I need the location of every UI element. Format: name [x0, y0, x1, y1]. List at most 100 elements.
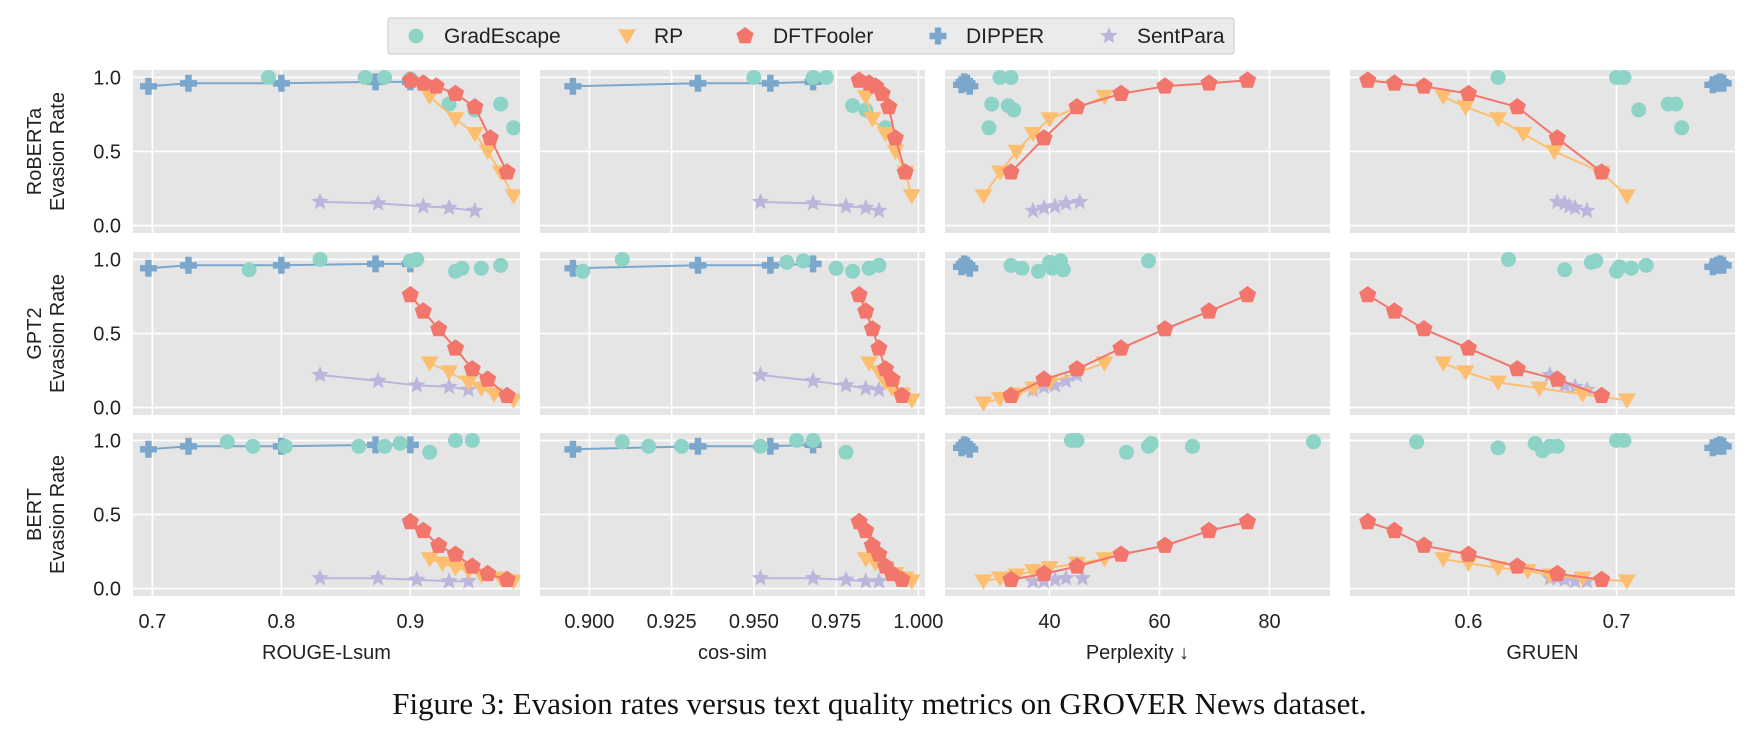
- point-gradescape: [277, 438, 293, 454]
- legend-marker-dftfooler: [736, 27, 754, 44]
- point-rp: [420, 89, 439, 106]
- point-gradescape: [779, 254, 795, 270]
- point-sentpara: [870, 380, 888, 398]
- point-sentpara: [466, 201, 484, 219]
- point-dipper: [180, 437, 197, 455]
- point-dftfooler: [466, 98, 484, 115]
- point-sentpara: [1046, 197, 1064, 214]
- point-gradescape: [392, 435, 408, 451]
- point-dipper: [804, 255, 822, 273]
- point-dftfooler: [1415, 536, 1433, 553]
- point-sentpara: [1035, 198, 1053, 216]
- y-tick-label: 0.5: [93, 142, 121, 164]
- legend-marker-dipper: [929, 27, 947, 45]
- point-dftfooler: [1548, 370, 1566, 387]
- point-dftfooler: [1238, 71, 1257, 88]
- point-gradescape: [795, 253, 811, 269]
- panel-r2-c0: [133, 433, 520, 596]
- point-gradescape: [828, 260, 844, 276]
- x-tick-label: 0.7: [1603, 611, 1631, 633]
- x-axis-label-1: cos-sim: [698, 642, 767, 664]
- point-rp: [1530, 381, 1549, 397]
- point-dipper: [140, 259, 157, 277]
- legend-marker-sentpara: [1100, 27, 1118, 44]
- point-rp: [1434, 552, 1453, 568]
- panel-r0-c3: [1350, 70, 1735, 233]
- point-dipper: [564, 77, 582, 95]
- point-gradescape: [575, 263, 591, 279]
- panel-r1-c3: [1350, 252, 1735, 415]
- point-sentpara: [311, 366, 329, 383]
- point-dipper: [961, 440, 979, 458]
- y-tick-label: 1.0: [93, 249, 121, 271]
- point-dftfooler: [1112, 84, 1130, 101]
- point-dftfooler: [880, 98, 898, 115]
- point-dipper: [367, 436, 384, 454]
- point-gradescape: [1549, 438, 1565, 454]
- point-dftfooler: [1359, 512, 1377, 530]
- point-gradescape: [1557, 262, 1573, 278]
- point-gradescape: [992, 70, 1008, 85]
- point-gradescape: [1638, 257, 1654, 273]
- point-dftfooler: [1548, 564, 1566, 582]
- point-sentpara: [1578, 201, 1596, 219]
- point-rp: [1489, 561, 1508, 577]
- point-dftfooler: [479, 370, 497, 387]
- x-tick-label: 0.8: [267, 611, 295, 633]
- point-sentpara: [311, 569, 329, 586]
- point-dftfooler: [446, 545, 465, 562]
- x-tick-label: 0.925: [647, 611, 697, 633]
- point-dipper: [1714, 437, 1732, 455]
- point-sentpara: [837, 376, 855, 393]
- figure-3-chart: GradEscape RP DFTFooler DIPPER SentPara RoBER…: [24, 17, 1735, 664]
- row-label-ylabel-1: Evasion Rate: [47, 274, 69, 393]
- point-dftfooler: [401, 512, 419, 530]
- point-rp: [465, 127, 484, 143]
- legend-item-dipper: DIPPER: [929, 25, 1044, 48]
- point-rp: [991, 571, 1009, 587]
- point-gradescape: [984, 96, 1000, 112]
- point-dftfooler: [1002, 163, 1020, 180]
- point-gradescape: [981, 120, 997, 136]
- point-sentpara: [1073, 569, 1092, 586]
- point-rp: [1573, 571, 1592, 587]
- point-rp: [886, 144, 905, 161]
- point-dftfooler: [1593, 163, 1611, 180]
- point-dftfooler: [1200, 521, 1218, 539]
- point-gradescape: [506, 120, 520, 136]
- point-rp: [504, 189, 520, 205]
- point-dftfooler: [883, 370, 901, 387]
- point-gradescape: [614, 252, 630, 267]
- point-rp: [1456, 365, 1475, 381]
- panel-r0-c2: [945, 70, 1330, 233]
- point-dftfooler: [498, 163, 516, 180]
- point-dftfooler: [1238, 512, 1257, 530]
- point-gradescape: [1612, 259, 1627, 275]
- point-gradescape: [1185, 438, 1200, 454]
- plot-area: [140, 252, 520, 409]
- point-dftfooler: [414, 302, 432, 319]
- point-gradescape: [377, 438, 393, 454]
- point-gradescape: [1119, 444, 1134, 460]
- point-dipper: [140, 440, 157, 458]
- point-rp: [420, 552, 439, 568]
- point-dipper: [367, 73, 384, 91]
- point-dftfooler: [1035, 564, 1053, 582]
- point-dftfooler: [479, 564, 497, 582]
- point-dftfooler: [1593, 386, 1611, 403]
- point-sentpara: [870, 201, 888, 219]
- point-gradescape: [805, 70, 821, 85]
- point-rp: [856, 552, 875, 568]
- point-gradescape: [351, 438, 367, 454]
- point-dftfooler: [1593, 570, 1611, 587]
- legend-item-rp: RP: [618, 25, 683, 48]
- point-dftfooler: [1385, 302, 1403, 319]
- point-sentpara: [369, 194, 387, 211]
- point-dftfooler: [498, 386, 516, 403]
- point-gradescape: [1616, 433, 1632, 448]
- row-label-model-2: BERT: [24, 488, 46, 541]
- point-gradescape: [1006, 102, 1022, 118]
- point-gradescape: [845, 98, 861, 114]
- point-gradescape: [260, 70, 276, 85]
- point-dipper: [961, 77, 979, 95]
